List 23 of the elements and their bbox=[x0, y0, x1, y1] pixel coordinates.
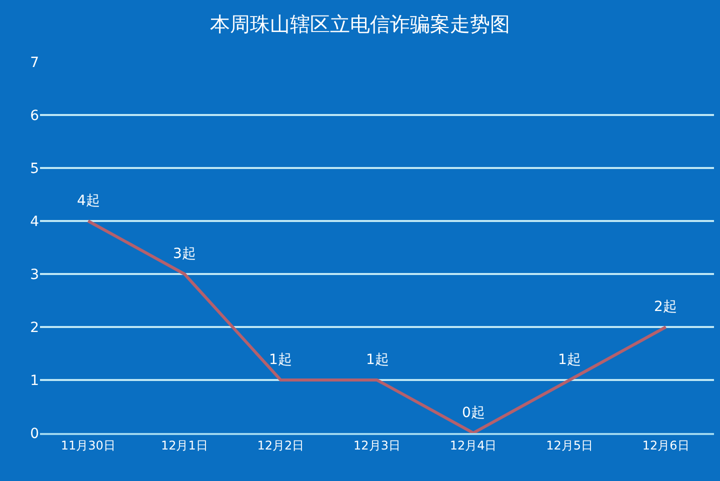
y-tick-label: 5 bbox=[30, 160, 39, 177]
x-tick-label: 11月30日 bbox=[60, 438, 116, 452]
y-tick-label: 0 bbox=[30, 426, 39, 442]
data-label: 1起 bbox=[558, 352, 581, 368]
x-tick-label: 12月4日 bbox=[450, 438, 497, 452]
data-label: 3起 bbox=[173, 246, 196, 262]
data-label: 4起 bbox=[77, 193, 100, 209]
data-label: 1起 bbox=[366, 352, 389, 368]
chart-title: 本周珠山辖区立电信诈骗案走势图 bbox=[210, 12, 510, 36]
data-label: 0起 bbox=[462, 405, 485, 421]
y-tick-label: 2 bbox=[30, 320, 39, 336]
y-tick-label: 7 bbox=[30, 54, 39, 71]
y-tick-label: 6 bbox=[30, 108, 40, 124]
data-label: 2起 bbox=[654, 299, 677, 315]
data-label: 1起 bbox=[269, 352, 292, 368]
x-tick-label: 12月6日 bbox=[642, 438, 690, 452]
y-tick-label: 3 bbox=[30, 266, 39, 283]
x-tick-label: 12月3日 bbox=[354, 438, 400, 452]
y-tick-label: 1 bbox=[30, 372, 39, 389]
x-tick-label: 12月1日 bbox=[160, 438, 208, 452]
x-tick-label: 12月2日 bbox=[257, 438, 304, 452]
x-tick-label: 12月5日 bbox=[546, 438, 594, 452]
y-tick-label: 4 bbox=[30, 214, 40, 230]
